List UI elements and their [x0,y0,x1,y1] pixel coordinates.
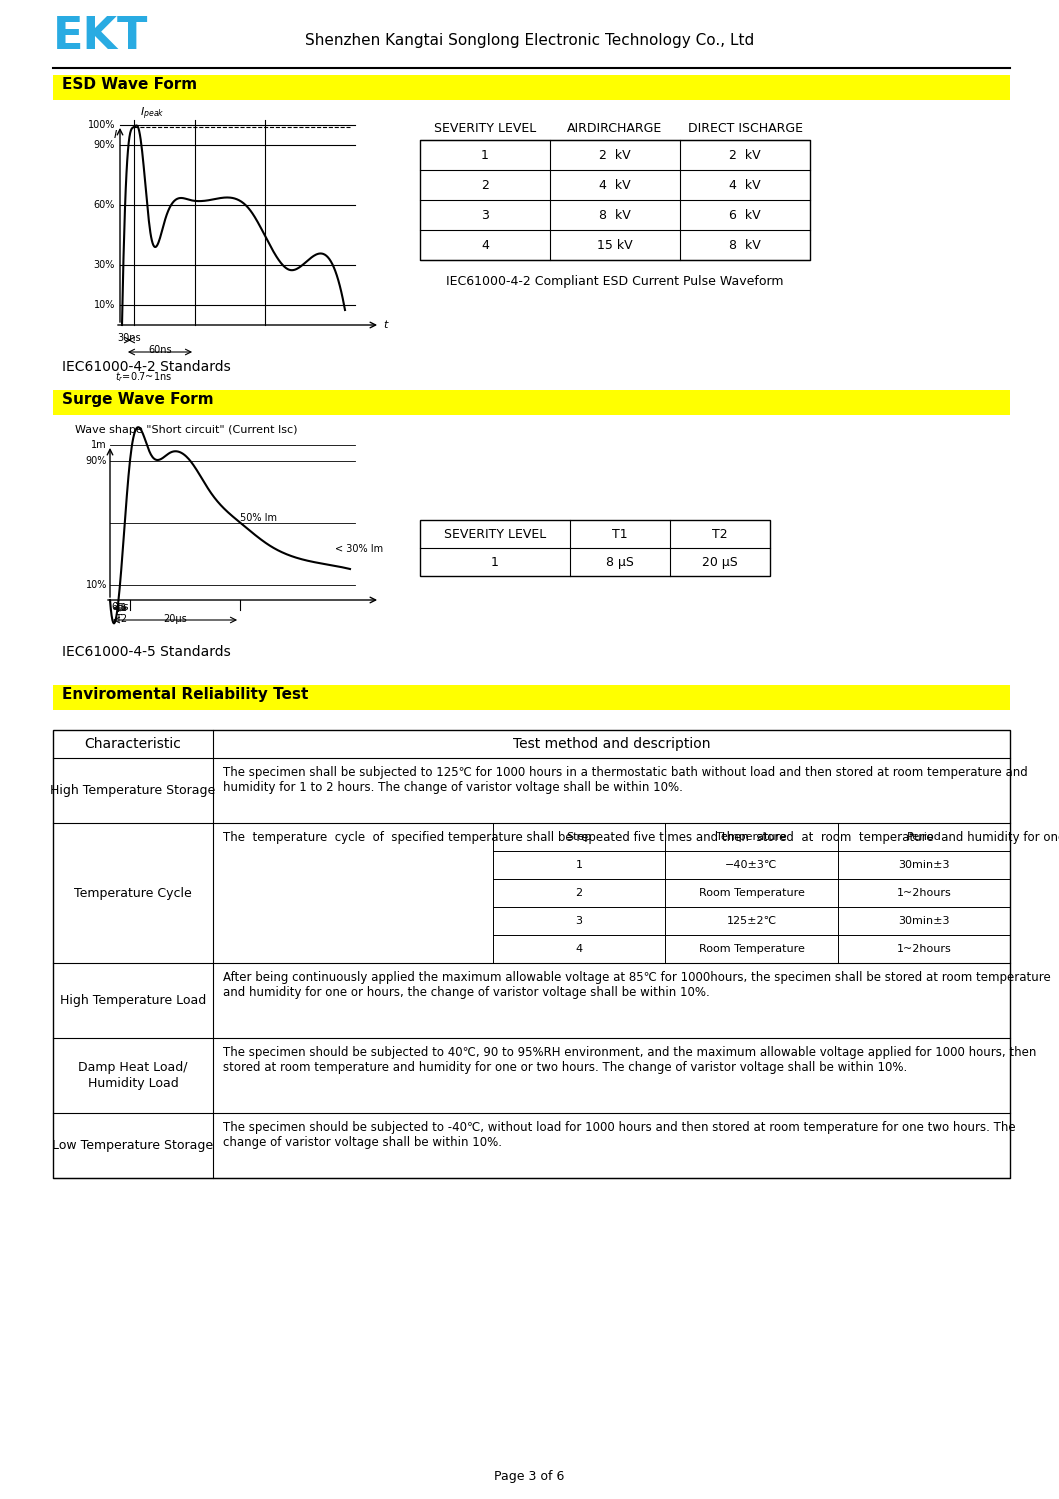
Bar [53,685,1010,711]
Text: 3: 3 [576,916,582,926]
Text: After being continuously applied the maximum allowable voltage at 85℃ for 1000ho: After being continuously applied the max… [223,971,1051,998]
Text: Characteristic: Characteristic [85,738,181,751]
Text: −40±3℃: −40±3℃ [725,860,777,869]
Text: EKT: EKT [53,15,148,58]
Text: Room Temperature: Room Temperature [699,944,805,953]
Text: The specimen shall be subjected to 125℃ for 1000 hours in a thermostatic bath wi: The specimen shall be subjected to 125℃ … [223,766,1027,794]
Bar [493,823,1010,962]
Text: Temperature: Temperature [716,832,787,842]
Text: 60ns: 60ns [148,345,172,355]
Text: 50% Im: 50% Im [240,513,277,523]
Text: 6μs: 6μs [111,603,129,612]
Text: 30%: 30% [93,259,115,270]
Text: 125±2℃: 125±2℃ [726,916,776,926]
Text: Page 3 of 6: Page 3 of 6 [493,1471,564,1483]
Text: 4: 4 [576,944,582,953]
Text: 4: 4 [481,238,489,252]
Text: $t_r$=0.7~1ns: $t_r$=0.7~1ns [115,370,172,384]
Text: Damp Heat Load/
Humidity Load: Damp Heat Load/ Humidity Load [78,1061,187,1090]
Text: 30min±3: 30min±3 [898,860,950,869]
Text: T1: T1 [612,528,628,541]
Text: 30ns: 30ns [118,333,141,343]
Text: SEVERITY LEVEL: SEVERITY LEVEL [444,528,546,541]
Text: T2: T2 [115,615,127,624]
Text: 10%: 10% [93,300,115,310]
Text: The  temperature  cycle  of  specified temperature shall be repeated five times : The temperature cycle of specified tempe… [223,830,1059,844]
Text: 8  kV: 8 kV [730,238,760,252]
Text: The specimen should be subjected to 40℃, 90 to 95%RH environment, and the maximu: The specimen should be subjected to 40℃,… [223,1046,1037,1073]
Text: 4  kV: 4 kV [599,178,631,192]
Text: 90%: 90% [86,456,107,466]
Text: I: I [113,130,116,139]
Text: 2: 2 [481,178,489,192]
Bar [53,75,1010,100]
Text: High Temperature Load: High Temperature Load [60,994,207,1007]
Bar [53,390,1010,415]
Text: IEC61000-4-2 Standards: IEC61000-4-2 Standards [62,360,231,373]
Text: Enviromental Reliability Test: Enviromental Reliability Test [62,687,308,702]
Text: $I_{peak}$: $I_{peak}$ [140,105,164,121]
Text: 1: 1 [491,556,499,568]
Text: 15 kV: 15 kV [597,238,633,252]
Text: 3: 3 [481,208,489,222]
Text: High Temperature Storage: High Temperature Storage [51,784,216,797]
Text: 1~2hours: 1~2hours [897,887,951,898]
Text: Shenzhen Kangtai Songlong Electronic Technology Co., Ltd: Shenzhen Kangtai Songlong Electronic Tec… [305,33,755,48]
Text: 1~2hours: 1~2hours [897,944,951,953]
Text: t: t [383,319,388,330]
Text: Surge Wave Form: Surge Wave Form [62,393,214,408]
Text: 6  kV: 6 kV [730,208,760,222]
Text: 90%: 90% [93,139,115,150]
Text: 60%: 60% [93,199,115,210]
Text: 1m: 1m [91,441,107,450]
Text: AIRDIRCHARGE: AIRDIRCHARGE [568,121,663,135]
Bar [420,520,770,576]
Bar [420,139,810,259]
Text: DIRECT ISCHARGE: DIRECT ISCHARGE [687,121,803,135]
Text: 1: 1 [481,148,489,162]
Text: < 30% Im: < 30% Im [335,544,383,553]
Text: T2: T2 [713,528,728,541]
Text: 100%: 100% [88,120,115,130]
Text: IEC61000-4-2 Compliant ESD Current Pulse Waveform: IEC61000-4-2 Compliant ESD Current Pulse… [446,274,784,288]
Text: 2  kV: 2 kV [730,148,760,162]
Text: 2  kV: 2 kV [599,148,631,162]
Text: IEC61000-4-5 Standards: IEC61000-4-5 Standards [62,645,231,660]
Text: 8 μS: 8 μS [606,556,634,568]
Text: Test method and description: Test method and description [513,738,711,751]
Text: Low Temperature Storage: Low Temperature Storage [53,1139,214,1153]
Bar [53,730,1010,1178]
Text: 30min±3: 30min±3 [898,916,950,926]
Text: 2: 2 [576,887,582,898]
Text: SEVERITY LEVEL: SEVERITY LEVEL [434,121,536,135]
Text: 20 μS: 20 μS [702,556,738,568]
Text: 10%: 10% [86,580,107,589]
Text: Temperature Cycle: Temperature Cycle [74,886,192,899]
Text: Step: Step [567,832,592,842]
Text: 4  kV: 4 kV [730,178,760,192]
Text: 1: 1 [576,860,582,869]
Text: Wave shape "Short circuit" (Current Isc): Wave shape "Short circuit" (Current Isc) [75,426,298,435]
Text: ESD Wave Form: ESD Wave Form [62,76,197,91]
Text: Period: Period [907,832,941,842]
Text: The specimen should be subjected to -40℃, without load for 1000 hours and then s: The specimen should be subjected to -40℃… [223,1121,1016,1150]
Text: Room Temperature: Room Temperature [699,887,805,898]
Text: 20μs: 20μs [163,615,186,624]
Text: 8  kV: 8 kV [599,208,631,222]
Text: T1: T1 [115,603,127,613]
